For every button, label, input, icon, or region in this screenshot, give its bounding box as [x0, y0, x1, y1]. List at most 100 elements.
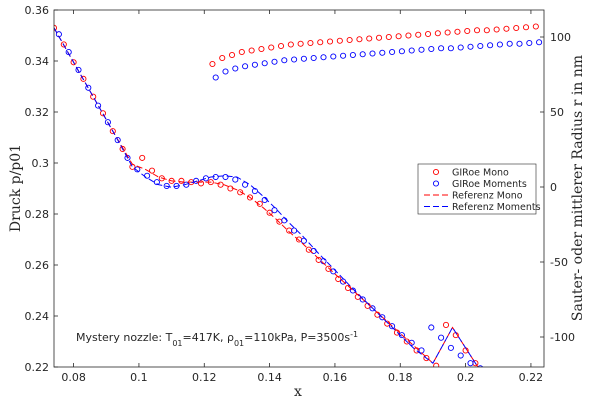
data-point: [75, 66, 82, 73]
data-point: [513, 24, 520, 32]
data-point: [532, 23, 539, 30]
data-point: [349, 51, 356, 59]
data-point: [454, 28, 461, 35]
y-axis-right-title: Sauter- oder mittlerer Radius r in nm: [570, 55, 586, 321]
data-point: [90, 93, 97, 100]
legend-label: GIRoe Moments: [452, 179, 527, 190]
series-line: [54, 27, 479, 367]
data-point: [405, 32, 412, 39]
data-point: [251, 61, 258, 68]
data-point: [295, 236, 303, 243]
data-point: [197, 180, 205, 187]
legend-swatch: [432, 180, 440, 187]
y-left-tick-label: 0.26: [25, 259, 50, 272]
data-point: [287, 41, 294, 48]
y-left-tick-label: 0.36: [25, 4, 50, 17]
data-point: [506, 40, 513, 47]
plot-marks: [54, 23, 543, 367]
data-point: [209, 60, 216, 68]
y-left-tick-label: 0.34: [25, 55, 50, 68]
data-point: [109, 128, 116, 135]
data-point: [85, 84, 92, 91]
x-tick-label: 0.18: [388, 371, 413, 384]
data-point: [242, 63, 249, 70]
y-right-tick-label: 50: [550, 106, 564, 119]
data-point: [340, 52, 347, 59]
data-point: [379, 314, 386, 321]
data-point: [271, 207, 278, 214]
data-point: [423, 355, 430, 362]
data-point: [408, 47, 415, 54]
x-tick-label: 0.12: [192, 371, 217, 384]
legend-label: Referenz Mono: [452, 191, 523, 202]
data-point: [442, 321, 450, 328]
data-point: [310, 54, 317, 62]
data-point: [379, 49, 386, 56]
legend-label: GIRoe Mono: [452, 168, 509, 179]
x-tick-label: 0.16: [323, 371, 348, 384]
data-point: [300, 55, 307, 62]
data-point: [104, 119, 111, 126]
data-point: [291, 227, 298, 234]
data-point: [398, 48, 405, 55]
data-point: [464, 27, 471, 35]
data-point: [438, 45, 445, 52]
data-point: [232, 176, 239, 183]
data-point: [307, 39, 314, 47]
data-point: [444, 29, 451, 36]
data-point: [477, 365, 484, 367]
data-point: [447, 344, 454, 351]
y-left-tick-label: 0.32: [25, 106, 50, 119]
data-point: [330, 53, 337, 60]
y-right-tick-label: 100: [550, 31, 571, 44]
legend-box: [417, 163, 537, 215]
data-point: [222, 68, 229, 75]
data-point: [219, 54, 226, 62]
series-line: [54, 27, 479, 367]
data-point: [467, 360, 474, 367]
series-group: [54, 23, 543, 367]
data-point: [271, 58, 278, 65]
data-point: [398, 332, 405, 339]
data-point: [70, 59, 77, 66]
data-point: [457, 352, 464, 359]
data-point: [428, 45, 435, 53]
data-point: [536, 39, 543, 46]
data-point: [349, 287, 356, 294]
data-point: [503, 25, 510, 32]
data-point: [325, 265, 332, 272]
data-point: [114, 136, 121, 144]
data-point: [202, 175, 209, 182]
data-point: [366, 35, 373, 42]
data-point: [516, 40, 523, 47]
data-point: [258, 45, 265, 53]
data-point: [418, 347, 425, 354]
data-point: [246, 194, 254, 201]
data-point: [134, 166, 141, 173]
x-tick-label: 0.22: [519, 371, 544, 384]
data-point: [493, 26, 500, 33]
data-point: [336, 37, 343, 44]
data-point: [281, 217, 288, 224]
data-point: [434, 30, 441, 37]
y-axis-right: -100 -50 0 50 100: [540, 31, 575, 344]
legend-swatch: [432, 168, 440, 176]
data-point: [326, 38, 334, 45]
data-point: [408, 339, 415, 346]
data-point: [238, 48, 245, 56]
data-point: [237, 189, 244, 196]
data-point: [346, 36, 353, 44]
x-tick-label: 0.2: [457, 371, 475, 384]
data-point: [228, 51, 236, 59]
data-point: [232, 65, 239, 72]
data-point: [212, 74, 219, 81]
y-left-tick-label: 0.28: [25, 208, 50, 221]
y-axis-left-title: Druck p/p01: [8, 144, 24, 232]
data-point: [359, 296, 366, 303]
data-point: [266, 209, 273, 216]
data-point: [487, 42, 494, 49]
data-point: [144, 172, 151, 179]
data-point: [526, 39, 533, 47]
data-point: [317, 39, 324, 46]
